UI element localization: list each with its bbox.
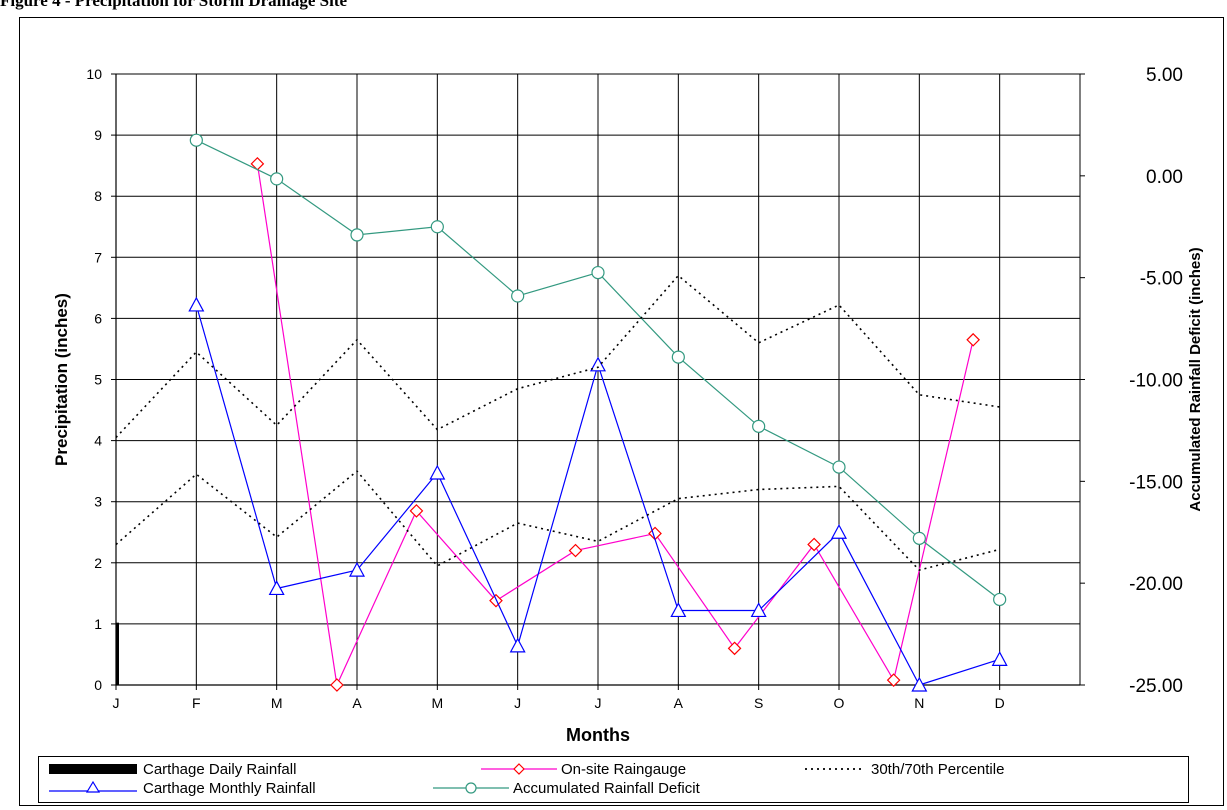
x-tick-label: N — [914, 695, 924, 711]
monthly-point — [911, 676, 928, 692]
onsite-point — [409, 504, 424, 518]
percentile-line — [115, 469, 1000, 571]
y-tick-label: 0 — [94, 677, 102, 693]
monthly-point — [188, 296, 205, 312]
legend-deficit-swatch — [433, 782, 509, 794]
x-tick-label: A — [352, 695, 362, 711]
onsite-point — [966, 332, 981, 347]
monthly-point — [509, 637, 526, 653]
y-tick-label: 3 — [94, 494, 102, 510]
series — [115, 133, 1008, 692]
daily-rainfall-bar — [116, 622, 119, 685]
y2-tick-label: 0.00 — [1146, 167, 1183, 188]
monthly-point — [670, 602, 687, 618]
deficit-point — [993, 592, 1007, 607]
series-deficit — [189, 133, 1007, 607]
legend-label-percentile: 30th/70th Percentile — [871, 760, 1005, 778]
y2-tick-label: -20.00 — [1129, 574, 1183, 595]
y-tick-label: 10 — [86, 66, 102, 82]
y-tick-label: 5 — [94, 372, 102, 388]
x-tick-label: M — [431, 695, 443, 711]
onsite-point — [330, 678, 344, 692]
series-p30 — [115, 469, 1000, 571]
monthly-point — [750, 602, 767, 618]
monthly-point — [268, 580, 285, 596]
x-tick-label: O — [834, 695, 845, 711]
onsite-point — [568, 543, 583, 558]
y-tick-label: 1 — [94, 616, 102, 632]
legend-onsite-swatch — [481, 763, 557, 775]
deficit-point — [511, 289, 525, 303]
x-tick-label: D — [995, 695, 1005, 711]
x-tick-label: J — [113, 695, 120, 711]
legend-label-onsite: On-site Raingauge — [561, 760, 687, 778]
monthly-point — [429, 464, 446, 480]
series-daily — [116, 622, 119, 685]
deficit-point — [671, 350, 685, 364]
legend-item-monthly: Carthage Monthly Rainfall — [47, 779, 316, 797]
y-tick-label: 9 — [94, 127, 102, 143]
y2-tick-label: -10.00 — [1129, 371, 1183, 392]
legend-percentile-swatch — [805, 768, 865, 770]
legend-monthly-swatch — [49, 780, 137, 793]
percentile-line — [115, 274, 1000, 439]
axes: 0 1 2 3 4 5 6 7 8 9 10 J F M A M J J A S O N D -25.00 -20.00 -15.… — [86, 65, 1183, 711]
deficit-point — [832, 460, 846, 474]
y-tick-label: 6 — [94, 310, 102, 326]
deficit-point — [591, 265, 605, 280]
y2-tick-label: -25.00 — [1129, 676, 1183, 697]
x-tick-label: S — [754, 695, 763, 711]
onsite-point — [886, 673, 901, 687]
x-tick-label: J — [514, 695, 521, 711]
legend-item-daily: Carthage Daily Rainfall — [47, 760, 296, 778]
legend: Carthage Daily Rainfall On-site Raingaug… — [38, 756, 1189, 803]
onsite-point — [727, 641, 742, 656]
y-tick-label: 4 — [94, 433, 102, 449]
chart-frame — [19, 17, 1224, 806]
y2-axis-label: Accumulated Rainfall Deficit (inches) — [1187, 247, 1204, 511]
y-tick-label: 7 — [94, 249, 102, 265]
deficit-point — [912, 531, 926, 545]
deficit-point — [350, 228, 364, 242]
legend-item-percentile: 30th/70th Percentile — [803, 760, 1004, 778]
legend-label-daily: Carthage Daily Rainfall — [143, 760, 297, 778]
legend-daily-swatch — [49, 764, 137, 774]
monthly-point — [589, 356, 607, 372]
x-axis-label: Months — [566, 725, 630, 745]
monthly-point — [830, 523, 848, 539]
legend-item-onsite: On-site Raingauge — [479, 760, 686, 778]
onsite-point — [807, 537, 821, 552]
onsite-line — [256, 163, 974, 688]
x-tick-label: A — [674, 695, 684, 711]
x-tick-label: J — [595, 695, 602, 711]
legend-label-monthly: Carthage Monthly Rainfall — [143, 779, 316, 797]
deficit-point — [430, 220, 444, 234]
x-tick-label: M — [271, 695, 283, 711]
deficit-point — [189, 133, 203, 147]
x-tick-label: F — [192, 695, 201, 711]
series-monthly — [188, 296, 1008, 692]
y-tick-label: 2 — [94, 555, 102, 571]
monthly-point — [991, 651, 1008, 666]
y2-tick-label: -5.00 — [1140, 269, 1183, 290]
deficit-point — [270, 172, 284, 186]
monthly-point — [348, 561, 366, 577]
page-title: Figure 4 - Precipitation for Storm Drain… — [0, 0, 348, 10]
series-p70 — [115, 274, 1000, 439]
legend-item-deficit: Accumulated Rainfall Deficit — [431, 779, 700, 797]
y-axis-label: Precipitation (inches) — [52, 293, 71, 466]
legend-label-deficit: Accumulated Rainfall Deficit — [513, 779, 700, 797]
deficit-point — [752, 419, 766, 433]
y2-tick-label: -15.00 — [1129, 472, 1183, 493]
y-tick-label: 8 — [94, 188, 102, 204]
y2-tick-label: 5.00 — [1146, 65, 1183, 86]
onsite-point — [489, 593, 503, 608]
